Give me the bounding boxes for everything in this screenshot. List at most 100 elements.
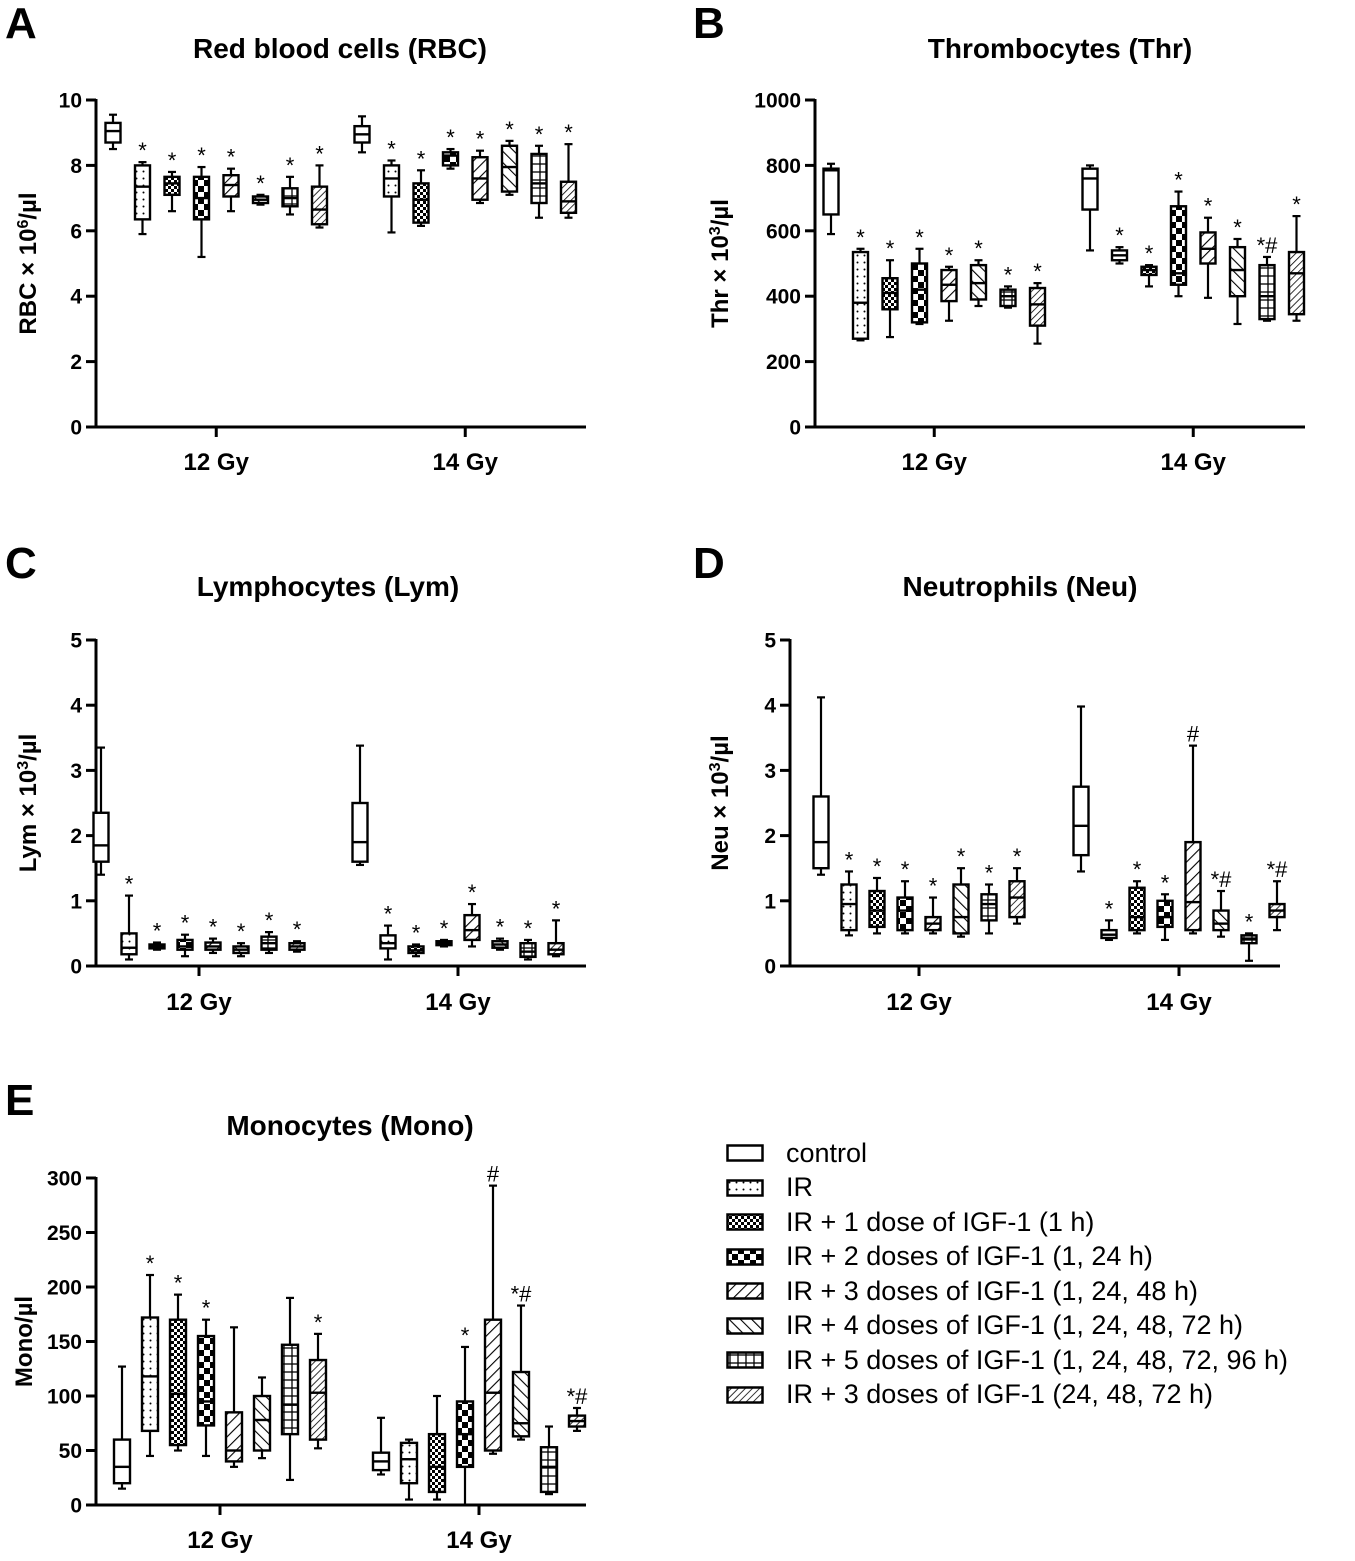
box-body <box>280 1343 300 1436</box>
panel-letter: B <box>693 0 725 48</box>
y-tick-label: 4 <box>70 286 82 309</box>
box-body <box>379 934 397 950</box>
legend-label: IR + 5 doses of IGF-1 (1, 24, 48, 72, 96… <box>786 1344 1289 1375</box>
box-body <box>196 1334 216 1427</box>
box-plot: * <box>310 141 329 229</box>
box-body <box>308 1358 328 1441</box>
significance-mark: * <box>886 236 895 261</box>
box-body <box>427 1432 447 1494</box>
y-tick-label: 200 <box>47 1277 82 1300</box>
box-plot: # <box>1184 722 1202 935</box>
box-body <box>1212 909 1230 932</box>
box-plot: * <box>1228 215 1247 326</box>
significance-mark: * <box>293 917 302 942</box>
chart-title: Lymphocytes (Lym) <box>197 571 459 602</box>
box-plot: * <box>952 844 970 938</box>
box-body <box>112 1438 132 1485</box>
legend-label: IR + 3 doses of IGF-1 (24, 48, 72 h) <box>786 1379 1213 1410</box>
box-plot: * <box>163 148 181 213</box>
significance-mark: * <box>440 916 449 941</box>
box-body <box>133 164 152 221</box>
significance-mark: * <box>384 902 393 927</box>
box-body <box>441 151 460 167</box>
y-tick-label: 1 <box>764 890 776 913</box>
box-body <box>399 1441 419 1485</box>
y-tick-label: 0 <box>70 1495 82 1518</box>
significance-mark: * <box>138 138 147 163</box>
y-tick-label: 100 <box>47 1386 82 1409</box>
significance-mark: *# <box>511 1282 533 1307</box>
y-axis-label-tail: /µl <box>707 199 734 226</box>
significance-mark: * <box>535 122 544 147</box>
significance-mark: * <box>125 872 134 897</box>
legend: control IR IR + 1 dose of IGF-1 (1 h) IR + … <box>726 1136 1351 1412</box>
panel-letter: E <box>5 1076 34 1125</box>
significance-mark: * <box>314 1310 323 1335</box>
y-tick-label: 3 <box>764 760 776 783</box>
x-tick-label: 12 Gy <box>187 1527 253 1554</box>
box-plot: *# <box>1257 233 1278 322</box>
significance-mark: * <box>227 145 236 170</box>
box-plot <box>427 1394 447 1501</box>
significance-mark: * <box>461 1323 470 1348</box>
significance-mark: * <box>845 847 854 872</box>
significance-mark: * <box>197 143 206 168</box>
significance-mark: * <box>476 127 485 152</box>
y-tick-label: 4 <box>764 695 776 718</box>
box-body <box>1028 286 1047 327</box>
significance-mark: # <box>487 1162 500 1187</box>
y-axis-label-main: Mono/µl <box>11 1296 38 1387</box>
box-plot: *# <box>567 1384 588 1432</box>
box-plot <box>351 744 369 867</box>
significance-mark: * <box>315 141 324 166</box>
significance-mark: *# <box>1267 857 1289 882</box>
significance-mark: * <box>174 1271 183 1296</box>
box-body <box>104 121 122 144</box>
y-tick-label: 0 <box>70 956 82 979</box>
y-axis-label: Thr × 103/µl <box>707 199 735 328</box>
box-plot: * <box>1287 192 1306 322</box>
box-body <box>519 941 537 959</box>
significance-mark: * <box>945 243 954 268</box>
x-tick-label: 12 Gy <box>902 449 968 476</box>
box-body <box>539 1446 559 1494</box>
chart-title: Thrombocytes (Thr) <box>928 33 1192 64</box>
box-plot: * <box>969 236 988 308</box>
y-tick-label: 300 <box>47 1168 82 1191</box>
box-body <box>530 152 548 205</box>
y-axis-label-tail: /µl <box>15 192 42 219</box>
box-body <box>92 811 110 863</box>
y-tick-label: 50 <box>59 1440 82 1463</box>
x-tick-label: 14 Gy <box>1146 989 1212 1016</box>
box-plot: * <box>500 117 519 196</box>
significance-mark: # <box>1187 722 1200 747</box>
legend-label: control <box>786 1137 868 1168</box>
y-axis-label-sup: 6 <box>15 220 32 229</box>
y-tick-label: 200 <box>766 351 801 374</box>
box-plot <box>399 1438 419 1501</box>
box-body <box>812 795 830 870</box>
box-plot: * <box>519 916 537 961</box>
legend-swatch <box>726 1317 764 1335</box>
box-body <box>140 1316 160 1433</box>
legend-label: IR + 4 doses of IGF-1 (1, 24, 48, 72 h) <box>786 1310 1243 1341</box>
significance-mark: * <box>957 844 966 869</box>
significance-mark: * <box>873 854 882 879</box>
box-body <box>1169 205 1188 286</box>
x-tick-label: 12 Gy <box>886 989 952 1016</box>
chart-panel-e: E Monocytes (Mono) Mono/µl 0 50 100 150 200 250 3… <box>5 1076 588 1554</box>
y-tick-label: 3 <box>70 760 82 783</box>
box-plot: * <box>382 136 401 234</box>
box-plot: * <box>435 916 453 948</box>
box-plot: * <box>148 919 166 951</box>
significance-mark: * <box>256 171 265 196</box>
significance-mark: * <box>856 225 865 250</box>
box-plot: * <box>840 847 858 937</box>
chart-title: Neutrophils (Neu) <box>903 571 1138 602</box>
box-body <box>952 883 970 935</box>
panel-letter: C <box>5 539 37 588</box>
significance-mark: * <box>985 861 994 886</box>
significance-mark: * <box>1174 168 1183 193</box>
